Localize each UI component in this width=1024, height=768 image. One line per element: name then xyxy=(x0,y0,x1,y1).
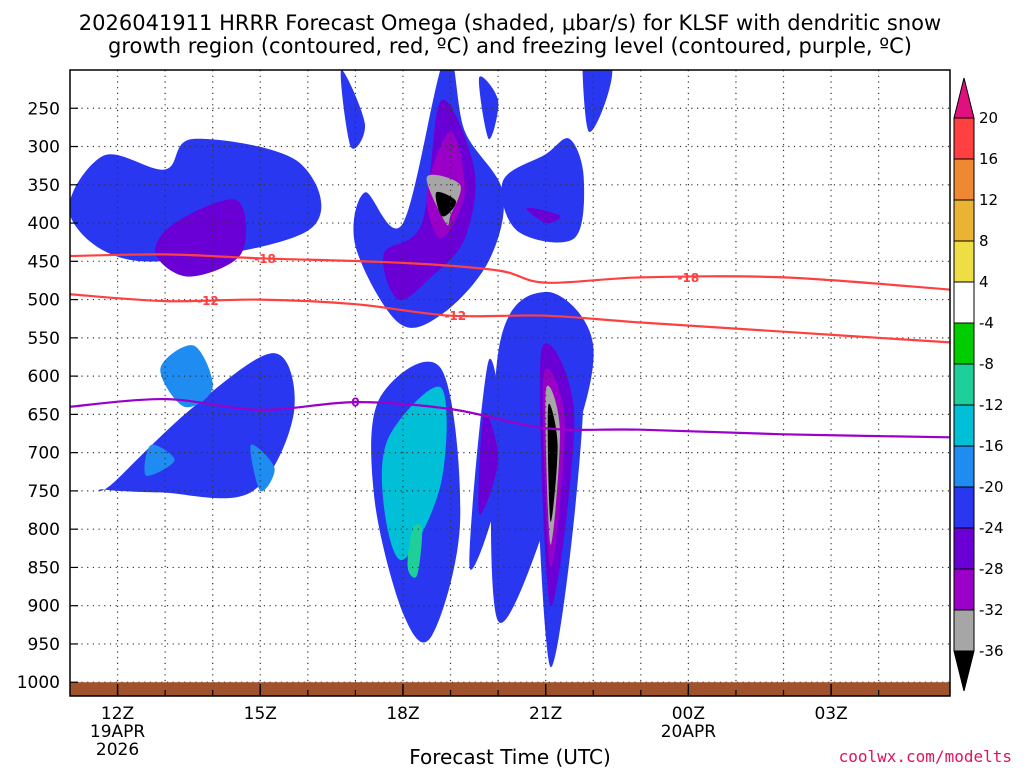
x-tick-label-0-0: 12Z xyxy=(101,704,134,724)
y-tick-label-350: 350 xyxy=(28,176,60,196)
colorbar-label--36: -36 xyxy=(979,642,1004,660)
colorbar-swatch-8 xyxy=(953,322,975,365)
x-tick-label-9-0: 21Z xyxy=(529,704,562,724)
ground-surface xyxy=(70,682,950,696)
y-tick-label-850: 850 xyxy=(28,558,60,578)
x-tick-label-0-1: 19APR xyxy=(90,722,146,742)
omega-region-16 xyxy=(501,138,585,243)
colorbar-label-20: 20 xyxy=(979,109,998,127)
omega-region-26 xyxy=(547,403,558,522)
colorbar-swatch-7 xyxy=(953,363,975,406)
contour-label-1-1: -12 xyxy=(444,309,466,323)
colorbar-swatch-10 xyxy=(953,240,975,283)
temperature-contours xyxy=(70,253,950,439)
x-tick-label-3-0: 15Z xyxy=(244,704,277,724)
x-tick-label-15-0: 03Z xyxy=(814,704,847,724)
colorbar-swatch-13 xyxy=(953,117,975,160)
x-tick-label-0-2: 2026 xyxy=(96,740,139,760)
colorbar-swatch-4 xyxy=(953,486,975,529)
contour-label-0-0: -18 xyxy=(254,252,276,266)
contour-line-1 xyxy=(70,293,950,344)
y-axis-ticks: 250 300 350 400 450 500 550 600 650 700 750 800 850 9… xyxy=(17,99,78,693)
y-tick-label-800: 800 xyxy=(28,520,60,540)
y-tick-label-450: 450 xyxy=(28,252,60,272)
chart-title-line-1: 2026041911 HRRR Forecast Omega (shaded, … xyxy=(79,11,941,35)
contour-line-2 xyxy=(70,397,950,439)
colorbar-label--12: -12 xyxy=(979,396,1004,414)
y-tick-label-250: 250 xyxy=(28,99,60,119)
omega-region-3 xyxy=(250,444,275,492)
colorbar-label-16: 16 xyxy=(979,150,998,168)
colorbar-swatch-6 xyxy=(953,404,975,447)
omega-region-18 xyxy=(582,70,613,132)
colorbar-label--4: -4 xyxy=(979,314,994,332)
y-tick-label-550: 550 xyxy=(28,329,60,349)
colorbar-label--20: -20 xyxy=(979,478,1004,496)
credit-text: coolwx.com/modelts xyxy=(839,747,1012,766)
x-tick-label-12-0: 00Z xyxy=(672,704,705,724)
x-tick-label-12-1: 20APR xyxy=(661,722,717,742)
colorbar-swatch-1 xyxy=(953,609,975,652)
colorbar-swatch-9 xyxy=(953,281,975,324)
colorbar-swatch-5 xyxy=(953,445,975,488)
colorbar-swatch-2 xyxy=(953,568,975,611)
plot-frame xyxy=(69,69,951,697)
colorbar-label--16: -16 xyxy=(979,437,1004,455)
y-tick-label-750: 750 xyxy=(28,482,60,502)
omega-region-6 xyxy=(407,523,423,578)
colorbar: -36 -32 -28 -24 -20 -16 -12 -8 -4 4 8 12 16 20 xyxy=(953,77,1004,692)
omega-region-17 xyxy=(526,207,561,224)
y-tick-label-650: 650 xyxy=(28,405,60,425)
x-axis-label: Forecast Time (UTC) xyxy=(409,745,611,768)
y-tick-label-300: 300 xyxy=(28,138,60,158)
colorbar-label-4: 4 xyxy=(979,273,989,291)
omega-region-7 xyxy=(70,138,322,262)
colorbar-label--8: -8 xyxy=(979,355,994,373)
omega-region-21 xyxy=(478,413,499,515)
x-tick-label-6-0: 18Z xyxy=(386,704,419,724)
y-tick-label-950: 950 xyxy=(28,635,60,655)
omega-region-5 xyxy=(381,386,447,561)
colorbar-arrow-high xyxy=(953,77,975,119)
surface-ground xyxy=(70,682,950,696)
contour-label-0-1: -18 xyxy=(678,271,700,285)
chart-title-line-2: growth region (contoured, red, ºC) and f… xyxy=(108,34,912,58)
contour-label-2-0: 0 xyxy=(351,396,359,410)
omega-region-14 xyxy=(435,191,456,217)
colorbar-label-8: 8 xyxy=(979,232,989,250)
contour-label-1-0: -12 xyxy=(197,294,219,308)
omega-region-15 xyxy=(478,76,499,140)
contour-line-0 xyxy=(70,253,950,291)
colorbar-label-12: 12 xyxy=(979,191,998,209)
y-tick-label-500: 500 xyxy=(28,291,60,311)
colorbar-swatch-11 xyxy=(953,199,975,242)
colorbar-label--28: -28 xyxy=(979,560,1004,578)
contour-labels: -18 -18 -12 -12 0 xyxy=(197,252,700,410)
colorbar-label--24: -24 xyxy=(979,519,1004,537)
y-tick-label-700: 700 xyxy=(28,444,60,464)
y-tick-label-600: 600 xyxy=(28,367,60,387)
colorbar-swatch-12 xyxy=(953,158,975,201)
omega-region-1 xyxy=(160,345,213,408)
y-tick-label-400: 400 xyxy=(28,214,60,234)
y-tick-label-1000: 1000 xyxy=(17,673,60,693)
colorbar-swatch-3 xyxy=(953,527,975,570)
colorbar-arrow-low xyxy=(953,650,975,692)
omega-region-9 xyxy=(340,70,365,149)
colorbar-label--32: -32 xyxy=(979,601,1004,619)
y-tick-label-900: 900 xyxy=(28,597,60,617)
